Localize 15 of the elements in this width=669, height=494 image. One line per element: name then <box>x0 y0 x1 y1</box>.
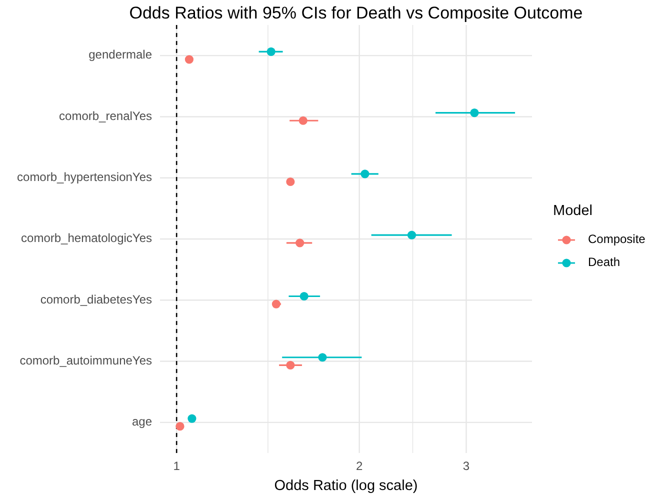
y-tick-label: comorb_hypertensionYes <box>17 170 152 184</box>
y-tick-label: gendermale <box>88 48 152 62</box>
x-tick-label: 2 <box>356 459 363 474</box>
y-tick-label: age <box>132 414 152 429</box>
y-tick-label: comorb_hematologicYes <box>21 231 152 246</box>
y-tick-label: comorb_diabetesYes <box>40 292 152 306</box>
y-tick-label: comorb_autoimmuneYes <box>20 353 152 368</box>
x-tick-label: 3 <box>462 459 470 474</box>
x-axis-title: Odds Ratio (log scale) <box>274 478 418 494</box>
x-tick-label: 1 <box>173 459 180 474</box>
legend-label: Death <box>588 255 620 270</box>
chart-title: Odds Ratios with 95% CIs for Death vs Composite Outcome <box>129 3 583 22</box>
y-tick-label: comorb_renalYes <box>59 108 152 123</box>
legend-label: Composite <box>588 232 646 246</box>
legend-title: Model <box>553 202 592 219</box>
